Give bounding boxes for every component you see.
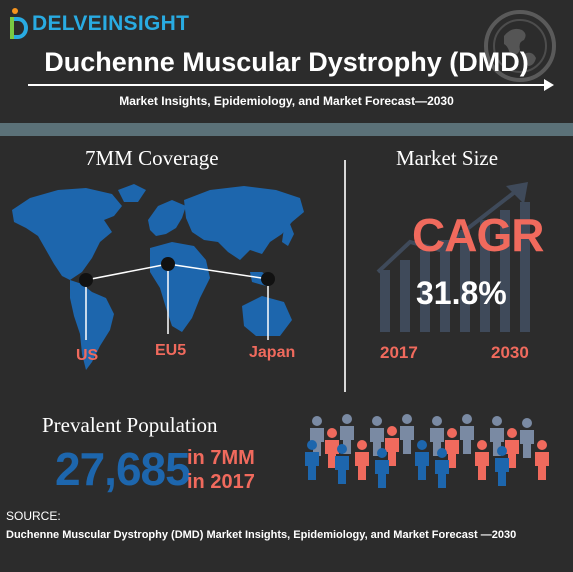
page-subtitle: Market Insights, Epidemiology, and Marke…	[119, 94, 454, 108]
arrow-head-icon	[544, 79, 554, 91]
marker-label-japan: Japan	[249, 344, 296, 361]
people-crowd-icon	[305, 414, 549, 488]
title-underline	[28, 84, 550, 86]
globe-icon	[484, 10, 556, 82]
start-year: 2017	[380, 343, 418, 362]
cagr-label: CAGR	[412, 209, 544, 261]
market-heading: Market Size	[396, 146, 499, 170]
population-value: 27,685	[55, 443, 191, 495]
marker-label-us: US	[76, 347, 99, 364]
population-unit-year: in 2017	[187, 471, 255, 493]
cagr-value: 31.8%	[416, 275, 507, 311]
delveinsight-logo-icon	[10, 8, 28, 39]
section-divider	[344, 160, 346, 392]
population-unit-region: in 7MM	[187, 447, 255, 469]
divider-band	[0, 123, 573, 136]
source-label: SOURCE:	[6, 509, 61, 523]
source-text: Duchenne Muscular Dystrophy (DMD) Market…	[6, 529, 517, 541]
brand-name: DELVEINSIGHT	[32, 12, 190, 35]
population-heading: Prevalent Population	[42, 413, 218, 437]
coverage-heading: 7MM Coverage	[85, 146, 219, 170]
world-map	[12, 184, 304, 370]
page-title: Duchenne Muscular Dystrophy (DMD)	[44, 47, 529, 77]
end-year: 2030	[491, 343, 529, 362]
brand-logo: DELVEINSIGHT	[8, 6, 189, 42]
growth-chart-icon	[376, 182, 530, 332]
marker-label-eu5: EU5	[155, 342, 187, 359]
